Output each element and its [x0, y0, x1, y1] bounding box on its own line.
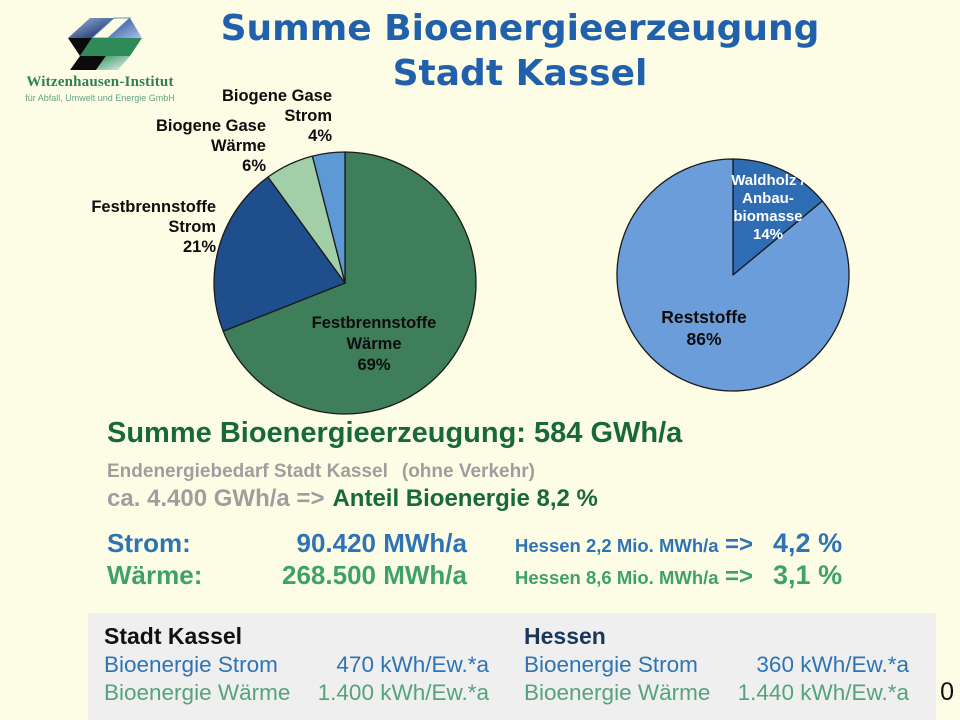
- logo-tagline: für Abfall, Umwelt und Energie GmbH: [25, 93, 175, 103]
- pie-label-waldholz-anbaubiomasse: Waldholz / Anbau- biomasse 14%: [731, 172, 805, 243]
- pie-slice-festbrennstoffe-wärme: [222, 151, 477, 415]
- bioenergy-share: Anteil Bioenergie 8,2 %: [332, 485, 598, 512]
- table-row: Bioenergie Wärme 1.400 kWh/Ew.*a: [104, 680, 489, 705]
- slide-title-line1: Summe Bioenergieerzeugung: [220, 8, 820, 49]
- strom-arrow: =>: [725, 531, 754, 558]
- demand-value: ca. 4.400 GWh/a =>: [107, 485, 325, 512]
- table-row: Bioenergie Strom 470 kWh/Ew.*a: [104, 652, 489, 677]
- summary-total: Summe Bioenergieerzeugung: 584 GWh/a: [107, 417, 683, 449]
- pie-chart-energietraeger: [213, 151, 477, 415]
- slide-title-line2: Stadt Kassel: [392, 53, 648, 94]
- waerme-hessen: Hessen 8,6 Mio. MWh/a: [515, 567, 719, 588]
- pie-slice-reststoffe: [616, 158, 850, 392]
- demand-value-line: ca. 4.400 GWh/a => Anteil Bioenergie 8,2 …: [107, 485, 598, 513]
- logo-company-name: Witzenhausen-Institut: [26, 74, 174, 90]
- demand-line: Endenergiebedarf Stadt Kassel (ohne Verke…: [107, 461, 535, 483]
- waerme-row: Wärme: 268.500 MWh/a Hessen 8,6 Mio. MWh…: [107, 560, 907, 591]
- column-hessen: Hessen Bioenergie Strom 360 kWh/Ew.*a Bi…: [524, 621, 936, 720]
- pie-slice-festbrennstoffe-strom: [213, 176, 346, 332]
- pie-slice-waldholz-anbau-biomasse: [732, 158, 824, 276]
- strom-pct: 4,2 %: [773, 528, 843, 558]
- strom-value: 90.420 MWh/a: [296, 528, 467, 558]
- slide-title: Summe Bioenergieerzeugung Stadt Kassel: [170, 6, 870, 96]
- pie-label-festbrennstoffe-waerme: Festbrennstoffe Wärme 69%: [311, 314, 437, 374]
- pie-slice-biogene-gase-strom: [311, 151, 346, 284]
- witzenhausen-institut-logo: Witzenhausen-Institut für Abfall, Umwelt…: [10, 12, 190, 103]
- pie-chart-herkunft: [616, 158, 850, 392]
- demand-label: Endenergiebedarf Stadt Kassel: [107, 461, 388, 482]
- gem-logo-icon: [68, 17, 142, 70]
- pie-label-festbrennstoffe-strom: Festbrennstoffe Strom 21%: [91, 198, 216, 256]
- strom-hessen: Hessen 2,2 Mio. MWh/a: [515, 535, 719, 556]
- pie-label-biogene-gase-strom: Biogene Gase Strom 4%: [221, 87, 332, 145]
- slide-number: 0: [940, 678, 954, 706]
- demand-note: (ohne Verkehr): [401, 461, 535, 482]
- strom-label: Strom:: [107, 528, 191, 558]
- waerme-label: Wärme:: [107, 560, 203, 590]
- column-stadt-kassel: Stadt Kassel Bioenergie Strom 470 kWh/Ew…: [104, 621, 524, 720]
- comparison-table: Stadt Kassel Bioenergie Strom 470 kWh/Ew…: [88, 613, 936, 720]
- column-header-hessen: Hessen: [524, 623, 606, 649]
- waerme-value: 268.500 MWh/a: [282, 560, 467, 590]
- table-row: Bioenergie Wärme 1.440 kWh/Ew.*a: [524, 680, 909, 705]
- waerme-arrow: =>: [725, 563, 754, 590]
- pie-label-reststoffe: Reststoffe 86%: [661, 307, 747, 349]
- column-header-stadt-kassel: Stadt Kassel: [104, 623, 243, 649]
- table-row: Bioenergie Strom 360 kWh/Ew.*a: [524, 652, 909, 677]
- pie-label-biogene-gase-waerme: Biogene Gase Wärme 6%: [155, 117, 266, 175]
- strom-row: Strom: 90.420 MWh/a Hessen 2,2 Mio. MWh/…: [107, 528, 907, 559]
- waerme-pct: 3,1 %: [773, 560, 843, 590]
